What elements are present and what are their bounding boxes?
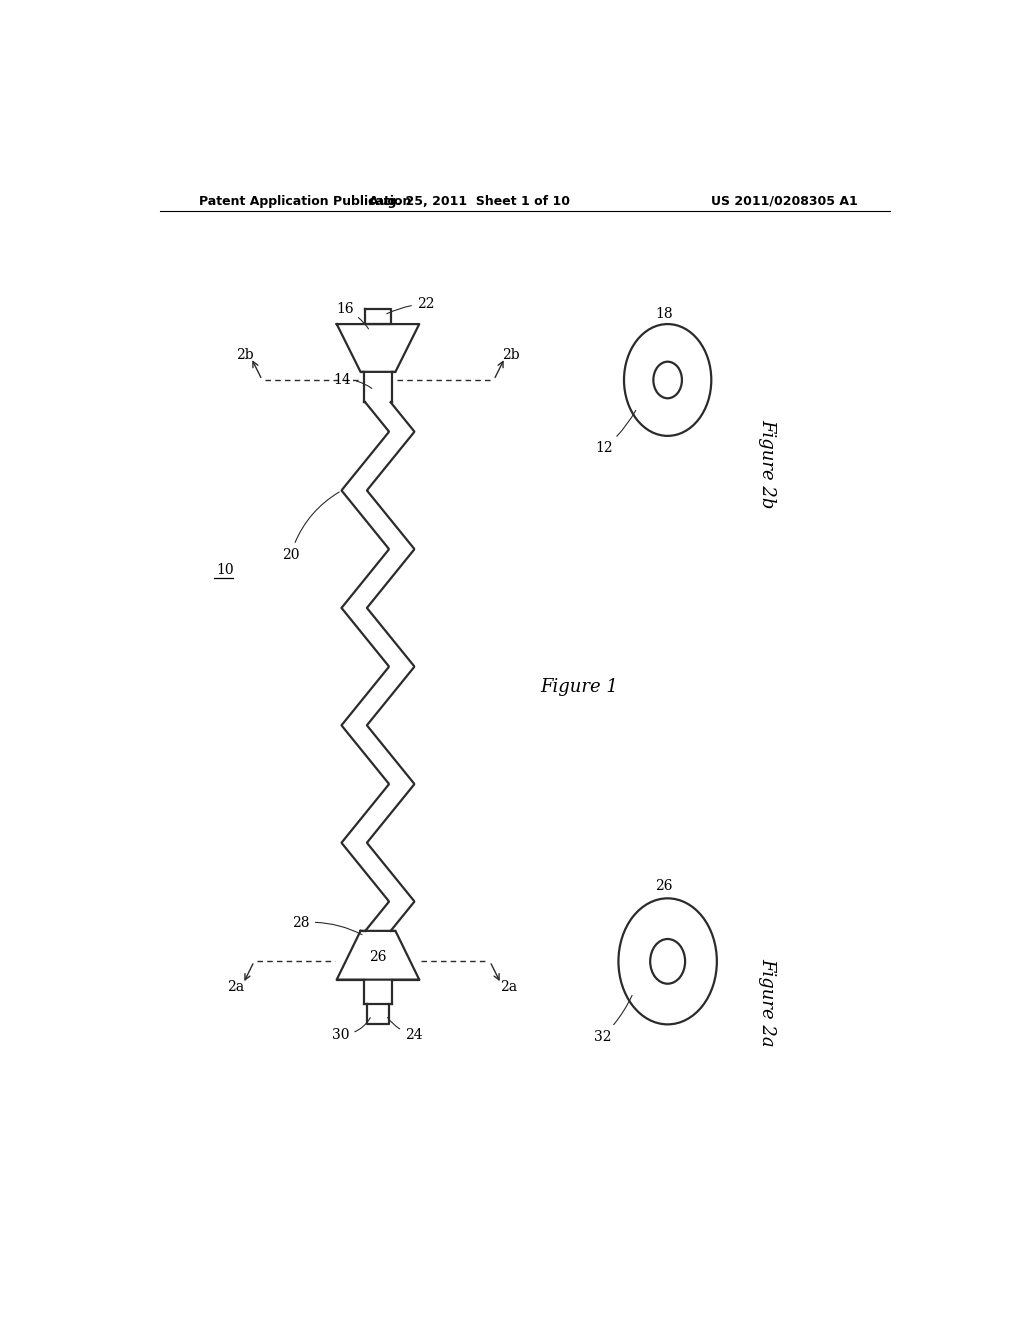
Text: 2a: 2a	[501, 979, 517, 994]
Text: 24: 24	[387, 1018, 423, 1041]
Text: Figure 2b: Figure 2b	[758, 418, 776, 508]
Text: 14: 14	[334, 374, 372, 388]
Text: 28: 28	[292, 916, 362, 935]
Text: 26: 26	[655, 879, 673, 894]
Text: Patent Application Publication: Patent Application Publication	[200, 194, 412, 207]
Text: US 2011/0208305 A1: US 2011/0208305 A1	[712, 194, 858, 207]
Text: 18: 18	[655, 308, 673, 321]
Text: 16: 16	[336, 302, 369, 329]
Text: 2a: 2a	[226, 979, 244, 994]
Text: Aug. 25, 2011  Sheet 1 of 10: Aug. 25, 2011 Sheet 1 of 10	[369, 194, 569, 207]
Text: 2b: 2b	[503, 347, 520, 362]
Text: 30: 30	[332, 1018, 371, 1041]
Text: 10: 10	[216, 564, 233, 577]
Text: 26: 26	[370, 950, 387, 965]
Text: 12: 12	[595, 411, 636, 455]
Text: 32: 32	[594, 995, 632, 1044]
Text: 20: 20	[282, 492, 339, 562]
Text: 22: 22	[387, 297, 434, 314]
Text: 2b: 2b	[236, 347, 254, 362]
Text: Figure 1: Figure 1	[541, 678, 618, 696]
Text: Figure 2a: Figure 2a	[758, 958, 776, 1047]
